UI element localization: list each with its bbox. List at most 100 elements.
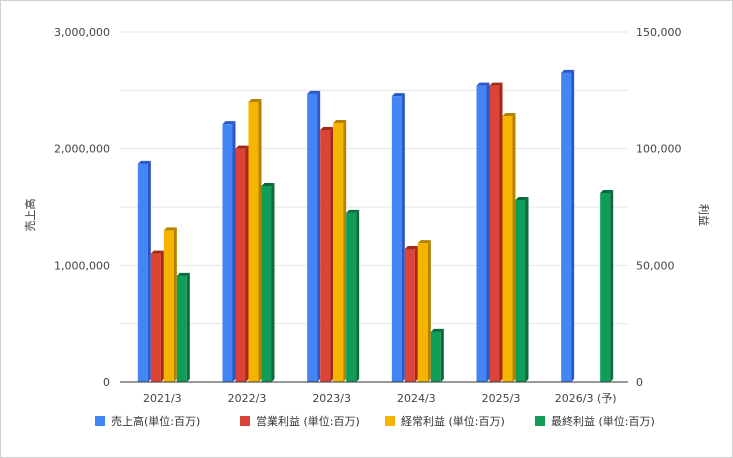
- bar-top: [235, 145, 249, 149]
- x-axis-ticks: 2021/3 2022/3 2023/3 2024/3 2025/3 2026/3 (予): [143, 392, 617, 405]
- right-tick-label: 150,000: [636, 26, 682, 39]
- bar-side: [440, 328, 444, 382]
- bar-face: [248, 102, 259, 382]
- bar-side: [610, 190, 614, 382]
- bar-side: [330, 127, 334, 382]
- right-tick-label: 100,000: [636, 143, 682, 156]
- bar-top: [150, 250, 164, 254]
- legend-item: 営業利益 (単位:百万): [240, 414, 360, 428]
- legend-swatch: [385, 416, 395, 426]
- bar-face: [320, 130, 331, 382]
- bar-side: [356, 209, 360, 382]
- gridlines: [120, 31, 628, 325]
- bar-top: [346, 209, 360, 213]
- x-tick-label: 2021/3: [143, 392, 182, 405]
- legend-swatch: [535, 416, 545, 426]
- bar-top: [333, 120, 347, 123]
- bar-top: [515, 197, 529, 200]
- bar-side: [186, 272, 190, 382]
- bar-side: [232, 121, 236, 383]
- bar-side: [173, 227, 177, 382]
- bar-face: [307, 93, 318, 382]
- bar: [320, 127, 334, 382]
- legend-item: 経常利益 (単位:百万): [385, 414, 505, 428]
- bar: [150, 250, 164, 382]
- bar-side: [499, 82, 503, 383]
- bar-face: [404, 249, 415, 382]
- x-tick-label: 2022/3: [228, 392, 267, 405]
- bar: [222, 121, 236, 383]
- bars: [120, 69, 628, 383]
- bar-side: [571, 69, 575, 382]
- bar: [502, 113, 516, 382]
- bar-top: [430, 328, 444, 332]
- bar: [417, 240, 431, 382]
- legend-swatch: [240, 416, 250, 426]
- left-axis-ticks: 0 1,000,000 2,000,000 3,000,000: [54, 26, 110, 389]
- x-tick-label: 2026/3 (予): [555, 392, 617, 405]
- bar-face: [600, 193, 611, 382]
- legend-swatch: [95, 416, 105, 426]
- legend-label: 営業利益 (単位:百万): [256, 414, 360, 428]
- bar-side: [512, 113, 516, 382]
- right-tick-label: 50,000: [636, 259, 675, 272]
- bar-face: [417, 243, 428, 382]
- bar: [600, 190, 614, 382]
- bar-top: [320, 127, 334, 130]
- bar: [489, 82, 503, 383]
- bar-side: [147, 160, 151, 382]
- bar-side: [486, 82, 490, 383]
- bar-side: [343, 120, 347, 382]
- bar: [430, 328, 444, 382]
- bar-side: [525, 197, 529, 382]
- legend-label: 売上高(単位:百万): [111, 414, 200, 428]
- bar-side: [245, 145, 249, 382]
- bar: [476, 82, 490, 383]
- bar-face: [137, 163, 148, 382]
- bar-face: [235, 148, 246, 382]
- bar-face: [261, 186, 272, 382]
- bar: [515, 197, 529, 382]
- legend-label: 最終利益 (単位:百万): [551, 414, 655, 428]
- bar-top: [561, 69, 575, 73]
- bar-face: [176, 275, 187, 382]
- bar: [404, 246, 418, 382]
- bar-face: [430, 331, 441, 382]
- bar: [176, 272, 190, 382]
- bar-top: [391, 93, 405, 97]
- bar-face: [150, 253, 161, 382]
- bar-top: [137, 160, 151, 164]
- bar-face: [391, 96, 402, 383]
- bar: [346, 209, 360, 382]
- bar-top: [222, 121, 236, 125]
- bar-face: [515, 200, 526, 382]
- bar-side: [160, 250, 164, 382]
- bar-top: [404, 246, 418, 249]
- bar-top: [502, 113, 516, 116]
- bar-top: [261, 183, 275, 186]
- legend: 売上高(単位:百万) 営業利益 (単位:百万) 経常利益 (単位:百万) 最終利益 (…: [95, 414, 655, 428]
- bar-side: [317, 90, 321, 382]
- bar-top: [489, 82, 503, 86]
- bar-face: [489, 85, 500, 383]
- bar-face: [502, 116, 513, 382]
- x-tick-label: 2024/3: [397, 392, 436, 405]
- bar-face: [476, 85, 487, 383]
- bar: [307, 90, 321, 382]
- right-tick-label: 0: [636, 376, 643, 389]
- bar-top: [176, 272, 190, 276]
- bar: [248, 99, 262, 382]
- left-tick-label: 2,000,000: [54, 143, 110, 156]
- bar-face: [346, 212, 357, 382]
- left-tick-label: 1,000,000: [54, 259, 110, 272]
- bar-top: [417, 240, 431, 244]
- bar-side: [414, 246, 418, 382]
- left-axis-title: 売上高: [23, 199, 37, 232]
- left-tick-label: 3,000,000: [54, 26, 110, 39]
- bar: [333, 120, 347, 382]
- bar-side: [258, 99, 262, 382]
- legend-item: 売上高(単位:百万): [95, 414, 200, 428]
- right-axis-title: 利益: [697, 204, 711, 226]
- bar-face: [222, 124, 233, 383]
